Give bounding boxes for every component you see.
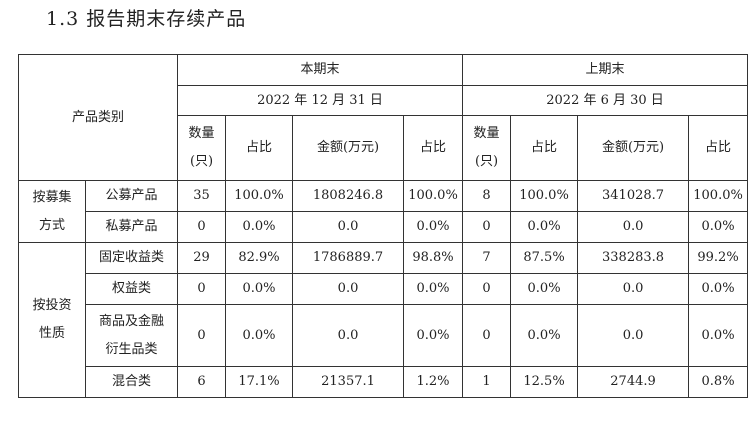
col-header-count-previous: 数量 (只) xyxy=(462,115,512,181)
category-cell: 私募产品 xyxy=(84,211,179,243)
previous-amount-share-cell: 100.0% xyxy=(688,180,749,212)
previous-amount-cell: 0.0 xyxy=(577,211,690,243)
previous-amount-share-cell: 0.0% xyxy=(688,273,749,305)
previous-count-cell: 7 xyxy=(462,242,512,274)
previous-share-cell: 0.0% xyxy=(510,211,579,243)
previous-share-cell: 87.5% xyxy=(510,242,579,274)
previous-amount-share-cell: 0.8% xyxy=(688,366,749,398)
current-period-header: 本期末 xyxy=(177,54,464,86)
category-cell: 固定收益类 xyxy=(84,242,179,274)
current-count-cell: 0 xyxy=(177,273,227,305)
corner-header: 产品类别 xyxy=(17,54,179,181)
current-amount-cell: 0.0 xyxy=(292,304,405,367)
table-row: 私募产品 0 0.0% 0.0 0.0% 0 0.0% 0.0 0.0% xyxy=(19,211,749,243)
previous-share-cell: 0.0% xyxy=(510,304,579,367)
table-row: 商品及金融 衍生品类 0 0.0% 0.0 0.0% 0 0.0% 0.0 0.… xyxy=(19,304,749,367)
col-header-amount-share-current: 占比 xyxy=(403,115,464,181)
previous-share-cell: 100.0% xyxy=(510,180,579,212)
count-label: 数量 xyxy=(188,126,215,141)
previous-count-cell: 0 xyxy=(462,273,512,305)
previous-amount-share-cell: 0.0% xyxy=(688,211,749,243)
group-label-line: 方式 xyxy=(38,217,65,233)
count-unit: (只) xyxy=(189,154,214,169)
header-row-date: 2022 年 12 月 31 日 2022 年 6 月 30 日 xyxy=(19,85,749,116)
current-count-cell: 29 xyxy=(177,242,227,274)
group-label-line: 按投资 xyxy=(32,298,72,313)
previous-period-header: 上期末 xyxy=(462,54,749,86)
current-amount-share-cell: 1.2% xyxy=(403,366,464,398)
current-amount-share-cell: 98.8% xyxy=(403,242,464,274)
current-amount-share-cell: 0.0% xyxy=(403,211,464,243)
col-header-share-previous: 占比 xyxy=(510,115,579,181)
section-title: 1.3 报告期末存续产品 xyxy=(46,8,247,30)
current-amount-cell: 1808246.8 xyxy=(292,180,405,212)
previous-count-cell: 0 xyxy=(462,304,512,367)
col-header-amount-current: 金额(万元) xyxy=(292,115,405,181)
group-label-fundraising: 按募集 方式 xyxy=(18,180,86,243)
col-header-count-current: 数量 (只) xyxy=(177,115,227,181)
header-row-period: 产品类别 本期末 上期末 xyxy=(17,54,749,181)
current-share-cell: 100.0% xyxy=(225,180,294,212)
category-line: 商品及金融 xyxy=(99,313,165,329)
group-label-line: 按募集 xyxy=(32,189,72,205)
group-label-investment: 按投资 性质 xyxy=(18,242,86,398)
category-cell: 混合类 xyxy=(84,366,179,398)
current-count-cell: 35 xyxy=(177,180,227,212)
previous-count-cell: 0 xyxy=(462,211,512,243)
previous-amount-cell: 0.0 xyxy=(577,304,690,367)
previous-amount-share-cell: 99.2% xyxy=(688,242,749,274)
current-count-cell: 0 xyxy=(177,211,227,243)
current-amount-cell: 1786889.7 xyxy=(292,242,405,274)
category-cell: 商品及金融 衍生品类 xyxy=(84,304,179,367)
previous-amount-cell: 0.0 xyxy=(577,273,690,305)
previous-count-cell: 8 xyxy=(462,180,512,212)
group-label-line: 性质 xyxy=(38,326,65,341)
current-share-cell: 17.1% xyxy=(225,366,294,398)
category-cell: 权益类 xyxy=(84,273,179,305)
products-table: 产品类别 本期末 上期末 2022 年 12 月 31 日 2022 年 6 月… xyxy=(17,54,749,398)
current-amount-share-cell: 0.0% xyxy=(403,304,464,367)
current-amount-cell: 0.0 xyxy=(292,211,405,243)
previous-share-cell: 12.5% xyxy=(510,366,579,398)
table-row: 权益类 0 0.0% 0.0 0.0% 0 0.0% 0.0 0.0% xyxy=(19,273,749,305)
previous-period-date: 2022 年 6 月 30 日 xyxy=(462,85,749,116)
current-share-cell: 0.0% xyxy=(225,273,294,305)
previous-amount-cell: 338283.8 xyxy=(577,242,690,274)
current-amount-cell: 0.0 xyxy=(292,273,405,305)
table-row: 混合类 6 17.1% 21357.1 1.2% 1 12.5% 2744.9 … xyxy=(19,366,749,398)
col-header-share-current: 占比 xyxy=(225,115,294,181)
previous-amount-cell: 341028.7 xyxy=(577,180,690,212)
current-period-date: 2022 年 12 月 31 日 xyxy=(177,85,464,116)
category-line: 衍生品类 xyxy=(105,341,158,357)
current-amount-share-cell: 0.0% xyxy=(403,273,464,305)
current-share-cell: 82.9% xyxy=(225,242,294,274)
current-amount-cell: 21357.1 xyxy=(292,366,405,398)
previous-count-cell: 1 xyxy=(462,366,512,398)
current-count-cell: 6 xyxy=(177,366,227,398)
current-share-cell: 0.0% xyxy=(225,211,294,243)
category-cell: 公募产品 xyxy=(84,180,179,212)
count-unit: (只) xyxy=(474,154,499,169)
previous-amount-share-cell: 0.0% xyxy=(688,304,749,367)
table-row: 按投资 性质 固定收益类 29 82.9% 1786889.7 98.8% 7 … xyxy=(18,242,749,398)
previous-share-cell: 0.0% xyxy=(510,273,579,305)
current-count-cell: 0 xyxy=(177,304,227,367)
col-header-amount-share-previous: 占比 xyxy=(688,115,749,181)
table-row: 按募集 方式 公募产品 35 100.0% 1808246.8 100.0% 8… xyxy=(18,180,749,243)
count-label: 数量 xyxy=(473,126,500,141)
previous-amount-cell: 2744.9 xyxy=(577,366,690,398)
current-share-cell: 0.0% xyxy=(225,304,294,367)
current-amount-share-cell: 100.0% xyxy=(403,180,464,212)
header-row-columns: 数量 (只) 占比 金额(万元) 占比 数量 (只) 占比 金额(万元) 占比 xyxy=(19,115,749,181)
col-header-amount-previous: 金额(万元) xyxy=(577,115,690,181)
